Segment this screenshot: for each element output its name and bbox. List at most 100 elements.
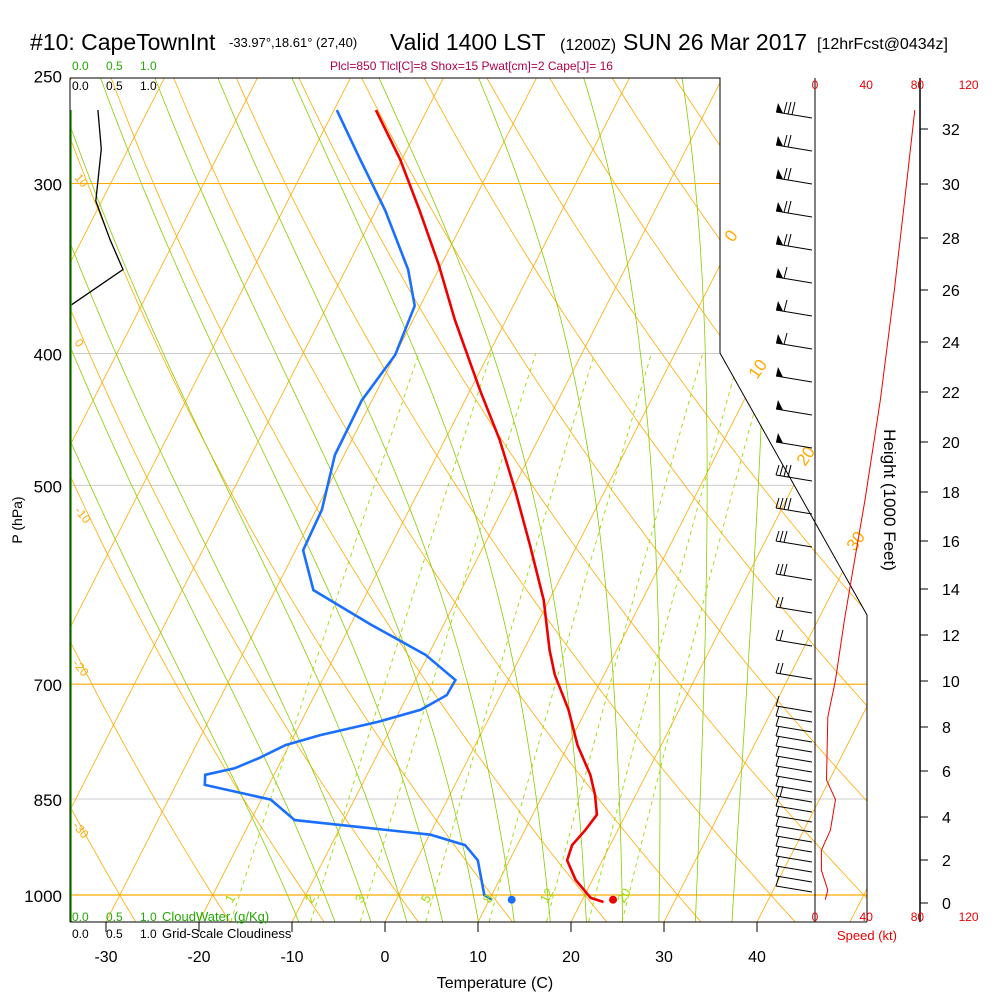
wind-barb-feather [775,775,780,787]
wind-barb [775,474,813,482]
wind-barb-feather [787,134,792,148]
forecast-info: [12hrFcst@0434z] [817,36,948,53]
y-tick-label: 250 [34,68,62,87]
wind-barb [775,865,813,873]
wind-barb [775,885,813,893]
wind-barb-feather [783,299,788,312]
wind-barb-feather [783,167,788,180]
dry-adiabat-line [70,78,425,922]
wind-barb-feather [783,101,788,114]
y-tick-label: 400 [34,345,62,364]
cloudiness-scale-bottom: 0.5 [106,927,123,941]
cloudiness-scale-bottom: 1.0 [140,927,157,941]
height-tick-label: 28 [942,231,960,248]
wind-barb-feather [775,745,780,757]
wind-barb-feather [775,765,780,777]
wind-barb-feather [787,101,792,115]
wind-barb-feather [775,795,780,807]
y-tick-label: 300 [34,175,62,194]
station-coords: -33.97°,18.61° (27,40) [229,35,357,50]
wind-barb [775,715,813,723]
isotherm-line [70,78,365,922]
height-tick-label: 6 [942,764,951,781]
temperature-profile [374,109,604,904]
wind-barb-feather [775,715,780,727]
wind-barb [775,309,813,317]
wind-speed-profile [820,110,916,900]
wind-barb [775,144,813,152]
moist-adiabat-line [70,78,303,922]
wind-barb [775,639,813,647]
wind-barb [775,765,813,773]
wind-barb-pennant [776,169,783,179]
wind-barb-feather [783,530,788,543]
wind-barb-pennant [776,367,783,377]
wind-barb [775,243,813,251]
wind-barb-feather [775,835,780,847]
wind-barb-feather [783,497,788,510]
wind-barb-feather [775,815,780,827]
wind-barb [775,775,813,783]
wind-barb-feather [779,464,784,476]
dry-adiabat-line [70,78,236,922]
wind-barb-feather [775,662,780,674]
mixing-ratio-label: 3 [352,892,369,906]
wind-barb-feather [775,629,780,641]
moist-adiabat-line [144,78,481,922]
wind-barb [775,855,813,863]
wind-barb-feather [779,662,784,674]
height-tick-label: 18 [942,485,960,502]
moist-adiabat-line [677,78,708,922]
wind-barb [775,805,813,813]
wind-barb [775,441,813,449]
cloudiness-scale-bottom: 0.0 [72,927,89,941]
wind-barb-feather [775,865,780,877]
wind-barb-feather [779,563,784,575]
height-tick-label: 0 [942,896,951,913]
mixing-ratio-line [227,353,420,922]
wind-barb-pennant [776,334,783,344]
x-tick-label: -30 [94,949,117,966]
mixing-ratio-label: 8 [480,892,497,906]
wind-barb [775,210,813,218]
wind-barb [775,507,813,515]
wind-barb-feather [775,695,780,707]
wind-barb-pennant [776,103,783,113]
moist-adiabat-line [70,78,410,922]
mixing-ratio-label: 12 [537,885,557,905]
plot-frame [70,77,868,922]
isotherm-line [70,78,458,922]
wind-barb-feather [783,266,788,279]
cloudwater-title: CloudWater (g/Kg) [162,909,269,924]
wind-barb [775,573,813,581]
isotherm-label: 10 [745,356,771,382]
mixing-ratio-label: 20 [614,885,634,905]
wind-barb [775,735,813,743]
speed-tick-bottom: 80 [911,910,925,924]
speed-tick-top: 40 [860,78,874,92]
height-tick-label: 16 [942,534,960,551]
wind-barb-feather [787,233,792,247]
isotherm-label: 0 [721,227,742,246]
height-tick-label: 2 [942,853,951,870]
mixing-ratio-label: 2 [302,892,319,906]
wind-barb-pennant [776,400,783,410]
moist-adiabat-line [280,78,552,922]
dry-adiabat-line [162,78,708,922]
x-tick-label: 0 [381,949,390,966]
dry-adiabat-line [348,78,867,922]
dry-adiabat-line [70,78,519,922]
wind-barb [775,276,813,284]
wind-barb [775,785,813,793]
x-axis-title: Temperature (C) [437,975,553,992]
height-tick-label: 12 [942,628,960,645]
x-tick-label: -10 [280,949,303,966]
moist-adiabat-line [467,78,624,922]
wind-barb [775,745,813,753]
wind-barb-feather [783,563,788,576]
surface-dewpoint-dot [507,895,516,904]
wind-barb-feather [775,530,780,542]
wind-barb [775,606,813,614]
wind-barb-feather [775,563,780,575]
wind-barb-feather [783,464,788,477]
